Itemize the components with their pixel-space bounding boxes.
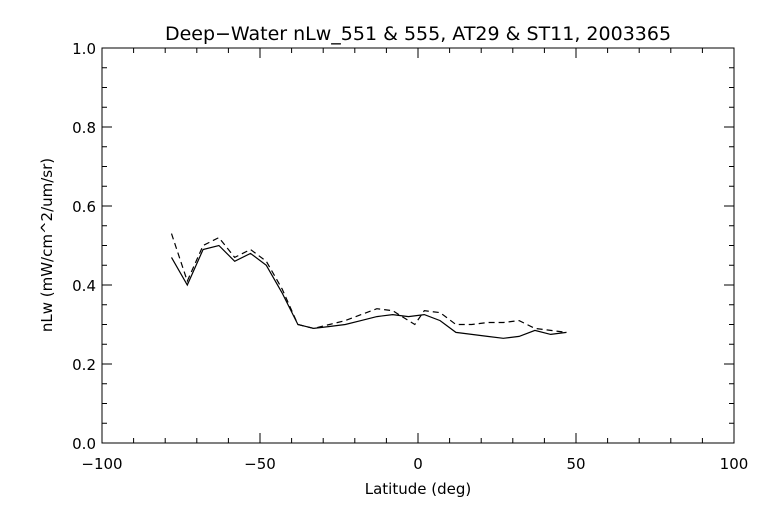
minor-ticks [102, 48, 734, 443]
major-ticks [101, 47, 735, 444]
y-tick-label: 1.0 [72, 40, 96, 58]
y-tick-label: 0.0 [72, 435, 96, 453]
x-tick-label: 0 [413, 455, 423, 473]
x-tick-label: 100 [720, 455, 749, 473]
x-axis-label: Latitude (deg) [365, 480, 471, 498]
y-tick-label: 0.6 [72, 198, 96, 216]
series-solid-line [170, 244, 567, 339]
x-tick-label: 50 [566, 455, 585, 473]
y-axis-label: nLw (mW/cm^2/um/sr) [38, 158, 56, 332]
x-tick-labels: −100 −50 0 50 100 [81, 455, 748, 473]
y-tick-labels: 0.0 0.2 0.4 0.6 0.8 1.0 [72, 40, 96, 453]
y-tick-label: 0.8 [72, 119, 96, 137]
x-tick-label: −50 [244, 455, 276, 473]
series-dashed-line [170, 233, 567, 333]
y-tick-label: 0.4 [72, 277, 96, 295]
plot-frame [101, 47, 735, 444]
series-group [170, 233, 567, 339]
y-tick-label: 0.2 [72, 356, 96, 374]
chart-title: Deep−Water nLw_551 & 555, AT29 & ST11, 2… [165, 23, 671, 45]
x-tick-label: −100 [81, 455, 122, 473]
